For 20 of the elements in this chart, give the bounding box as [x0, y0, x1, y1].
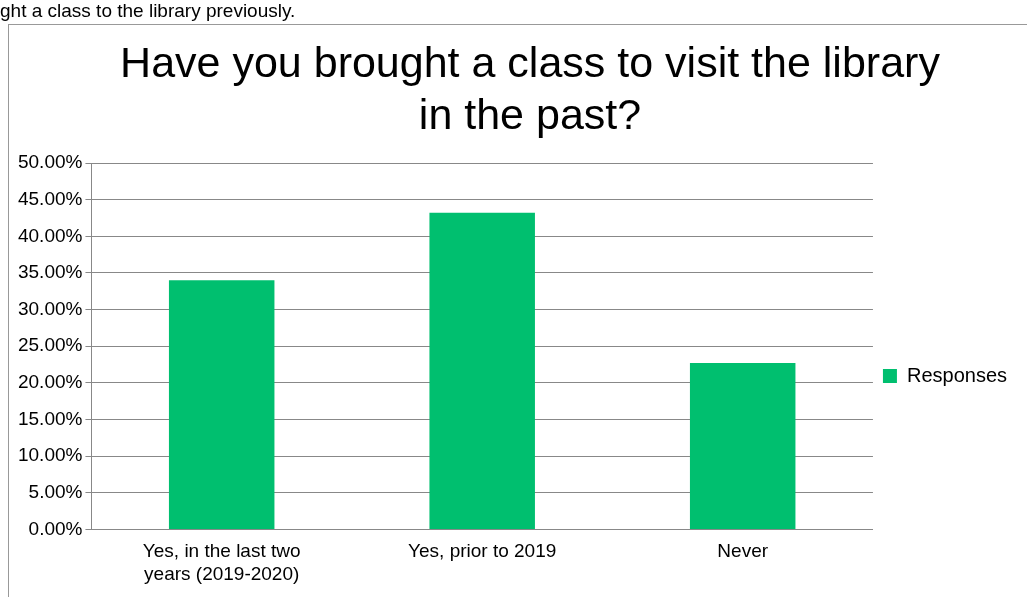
bar	[168, 280, 275, 529]
y-tick-label: 0.00%	[28, 517, 83, 539]
y-tick-label: 50.00%	[17, 151, 83, 173]
chart-title: Have you brought a class to visit the library in the past?	[120, 37, 940, 140]
y-tick-label: 40.00%	[17, 224, 83, 246]
bar	[429, 212, 535, 529]
y-tick-label: 25.00%	[17, 334, 83, 356]
y-tick-label: 45.00%	[17, 187, 83, 209]
bar	[689, 363, 796, 529]
y-tick-label: 5.00%	[28, 480, 83, 502]
y-tick-label: 20.00%	[17, 371, 83, 393]
y-tick-label: 15.00%	[17, 407, 83, 429]
x-tick-label: Yes, prior to 2019	[408, 540, 557, 562]
y-tick-label: 35.00%	[17, 261, 83, 283]
legend-label: Responses	[906, 363, 1007, 386]
y-tick-label: 30.00%	[17, 297, 83, 319]
y-tick-label: 10.00%	[17, 444, 83, 466]
x-tick-label: Yes, in the last two years (2019-2020)	[142, 540, 301, 584]
x-tick-label: Never	[717, 540, 769, 562]
text: ght a class to the library previously.	[0, 0, 296, 22]
